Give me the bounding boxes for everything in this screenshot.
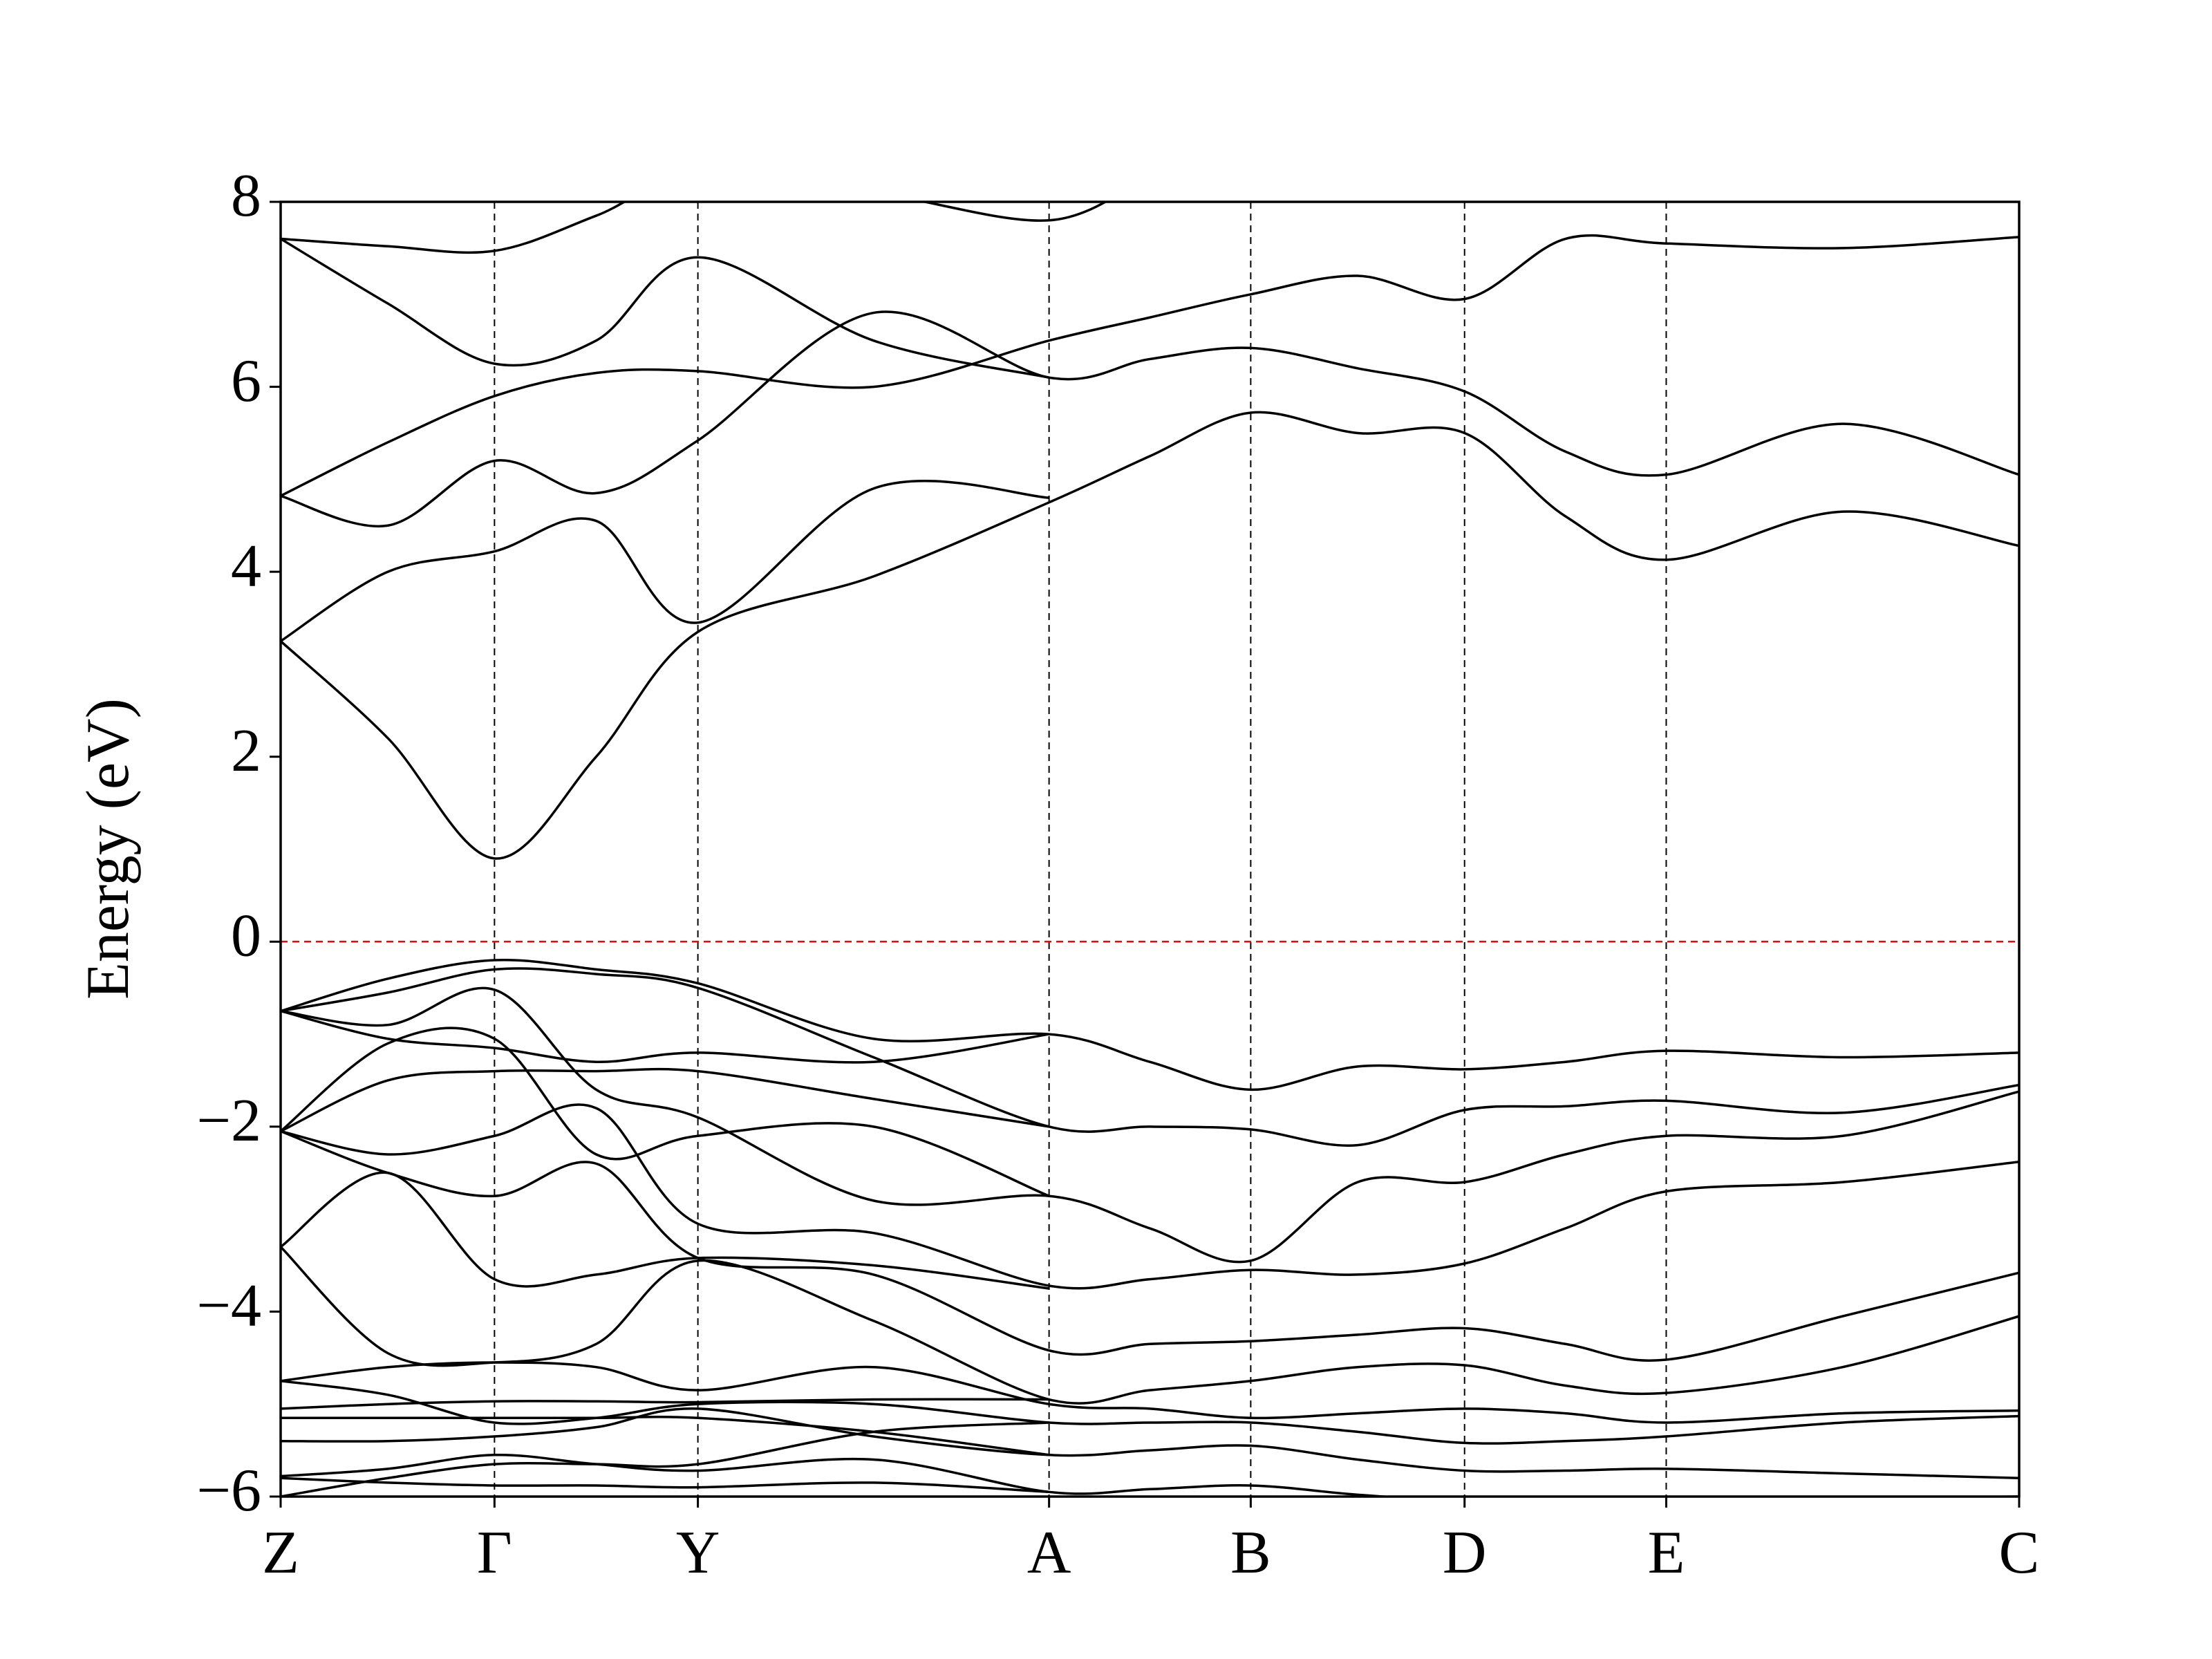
band-line: [281, 1246, 2019, 1405]
y-tick-label: 8: [231, 162, 261, 229]
band-line: [281, 1361, 2019, 1424]
y-tick-label: −6: [196, 1457, 261, 1524]
band-line: [281, 411, 2019, 860]
x-tick-label: E: [1648, 1519, 1685, 1586]
y-tick-label: 4: [231, 532, 261, 599]
band-line: [281, 1453, 2019, 1497]
x-tick-label: Z: [262, 1519, 299, 1586]
band-line: [281, 202, 1108, 254]
band-line: [281, 1477, 1049, 1494]
y-tick-label: 2: [231, 718, 261, 785]
band-line: [281, 986, 2019, 1264]
band-line: [281, 958, 2019, 1091]
band-line: [281, 1398, 1049, 1410]
y-tick-label: −2: [196, 1087, 261, 1154]
band-line: [281, 238, 1049, 379]
x-tick-label: C: [1999, 1519, 2040, 1586]
band-line: [281, 1407, 2019, 1479]
x-tick-label: Y: [676, 1519, 720, 1586]
y-tick-label: 0: [231, 902, 261, 969]
band-line: [281, 967, 2019, 1147]
band-line: [281, 480, 1049, 642]
band-line: [281, 1416, 1049, 1456]
y-tick-label: −4: [196, 1273, 261, 1340]
band-line: [281, 1421, 1049, 1497]
plot-area: [281, 202, 2019, 1497]
band-line: [281, 1103, 2019, 1290]
band-line: [281, 310, 2019, 528]
band-line: [281, 1027, 1050, 1197]
x-tick-label: B: [1230, 1519, 1271, 1586]
axes-frame: [279, 200, 2021, 1498]
band-line: [281, 1380, 2019, 1445]
band-line: [281, 1009, 1049, 1064]
band-line: [281, 234, 2019, 498]
x-tick-label: D: [1443, 1519, 1487, 1586]
x-tick-label: A: [1027, 1519, 1071, 1586]
y-axis-label: Energy (eV): [75, 698, 142, 1000]
band-line: [281, 1067, 1049, 1133]
x-tick-label: Γ: [477, 1519, 512, 1586]
band-line: [281, 1171, 1049, 1290]
band-line: [281, 1130, 2019, 1362]
y-tick-label: 6: [231, 348, 261, 415]
